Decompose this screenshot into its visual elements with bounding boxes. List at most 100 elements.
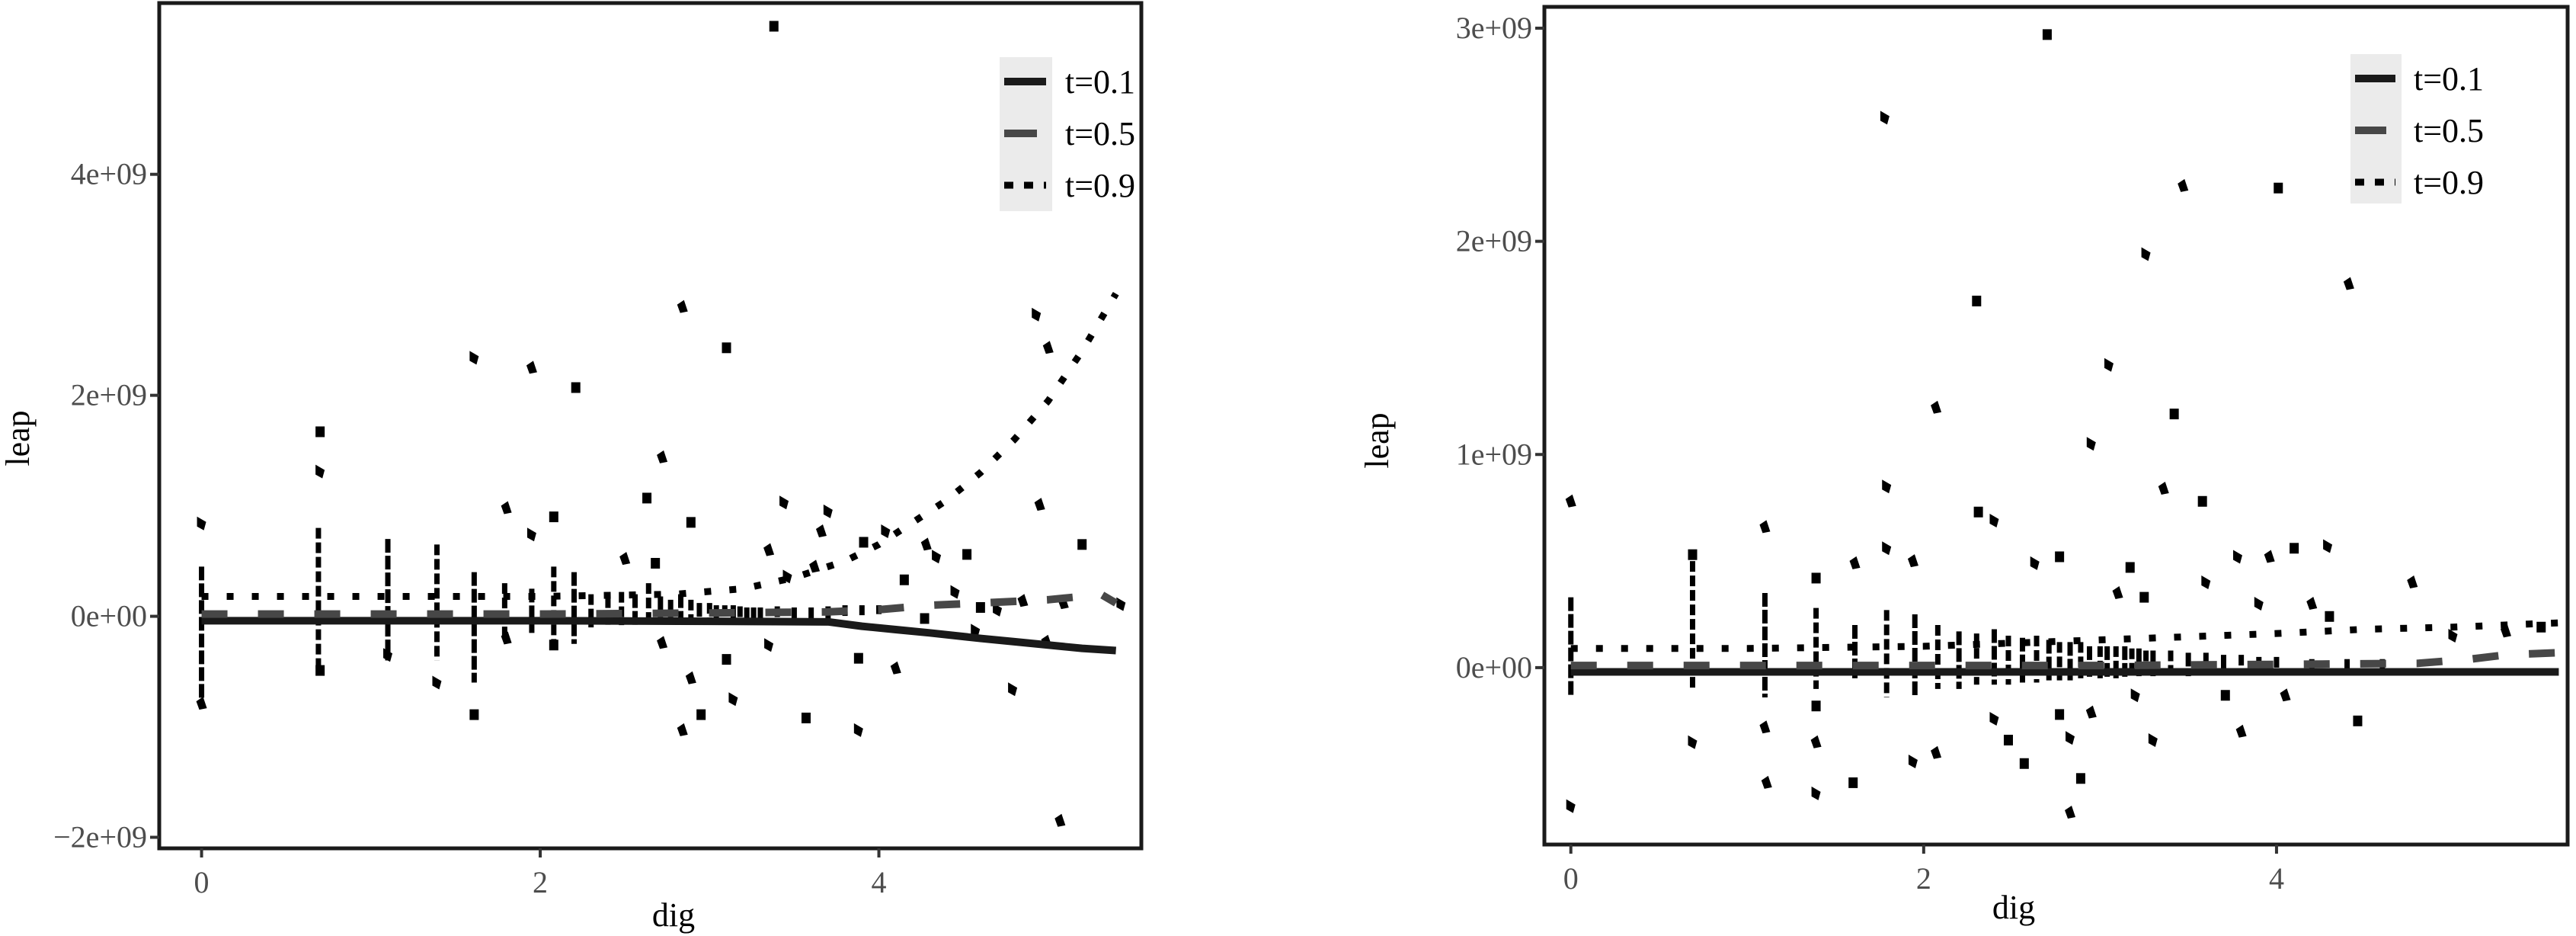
data-point bbox=[722, 342, 731, 354]
data-point bbox=[619, 552, 631, 566]
data-point bbox=[2343, 277, 2354, 290]
data-point bbox=[1566, 799, 1576, 813]
data-point bbox=[2254, 597, 2264, 611]
data-point bbox=[1565, 494, 1576, 508]
data-point bbox=[642, 492, 652, 504]
legend-label: t=0.9 bbox=[2414, 164, 2484, 201]
data-point bbox=[2169, 409, 2179, 420]
data-point bbox=[196, 697, 207, 710]
data-point bbox=[2232, 550, 2242, 564]
x-tick-label: 0 bbox=[1563, 861, 1579, 896]
data-point bbox=[2112, 586, 2123, 600]
data-point bbox=[2353, 715, 2363, 726]
data-point bbox=[1688, 549, 1698, 560]
data-point bbox=[677, 723, 688, 736]
data-point bbox=[2178, 178, 2189, 192]
y-tick-label: 3e+09 bbox=[1456, 11, 1532, 45]
data-point bbox=[2158, 481, 2169, 495]
data-point bbox=[1849, 556, 1861, 569]
data-point bbox=[2066, 731, 2075, 745]
data-point bbox=[890, 661, 901, 675]
data-point bbox=[779, 495, 789, 510]
data-point bbox=[526, 361, 537, 374]
data-point bbox=[197, 516, 206, 531]
data-point bbox=[1811, 700, 1821, 712]
data-point bbox=[2065, 806, 2076, 819]
data-point bbox=[1811, 572, 1821, 584]
data-point bbox=[2306, 597, 2318, 611]
data-point bbox=[920, 613, 930, 624]
y-tick-label: 2e+09 bbox=[71, 378, 147, 412]
data-point bbox=[2042, 29, 2052, 40]
data-point bbox=[549, 511, 558, 523]
data-point bbox=[383, 648, 393, 662]
y-tick-label: 2e+09 bbox=[1456, 224, 1532, 258]
data-point bbox=[657, 636, 668, 649]
y-tick-label: −2e+09 bbox=[53, 820, 147, 854]
y-tick-label: 1e+09 bbox=[1456, 437, 1532, 471]
observation-points bbox=[196, 21, 1126, 827]
quantile-line-t09 bbox=[201, 291, 1119, 600]
legend: t=0.1 t=0.5 t=0.9 bbox=[2350, 54, 2484, 204]
data-point bbox=[2323, 539, 2333, 553]
data-point bbox=[1034, 498, 1045, 511]
y-tick-label: 0e+00 bbox=[71, 599, 147, 633]
data-point bbox=[2290, 543, 2299, 554]
quantile-line-t09 bbox=[1570, 619, 2559, 652]
data-point bbox=[315, 426, 325, 438]
data-point bbox=[2141, 247, 2151, 261]
data-point bbox=[2407, 575, 2418, 589]
data-point bbox=[1759, 520, 1771, 534]
data-point bbox=[1880, 111, 1890, 125]
data-point bbox=[2148, 732, 2158, 747]
data-point bbox=[1688, 735, 1698, 749]
data-point bbox=[1882, 479, 1892, 494]
x-tick-label: 0 bbox=[194, 865, 210, 899]
data-point bbox=[2085, 705, 2097, 719]
data-point bbox=[1908, 754, 1918, 768]
data-point bbox=[2055, 551, 2065, 563]
data-point bbox=[501, 501, 512, 514]
legend-label: t=0.1 bbox=[2414, 60, 2484, 98]
panel-border bbox=[157, 1, 1144, 851]
data-point bbox=[2235, 724, 2247, 738]
data-point bbox=[1848, 777, 1858, 788]
data-point bbox=[2448, 628, 2458, 643]
quantile-line-t05 bbox=[1570, 649, 2559, 670]
data-point bbox=[950, 585, 960, 599]
data-point bbox=[823, 504, 833, 518]
data-point bbox=[853, 723, 863, 737]
data-point bbox=[2139, 591, 2149, 603]
x-tick-label: 4 bbox=[2269, 861, 2284, 896]
data-point bbox=[469, 351, 479, 365]
data-point bbox=[1761, 775, 1772, 789]
data-point bbox=[2075, 773, 2085, 784]
data-point bbox=[501, 631, 512, 645]
data-point bbox=[859, 537, 869, 548]
data-point bbox=[315, 665, 325, 676]
data-point bbox=[1077, 539, 1087, 550]
panel-1: 0 2 4−2e+090e+002e+094e+09digleapt=0.1t=0.… bbox=[0, 1, 1144, 934]
data-point bbox=[657, 450, 668, 463]
y-tick-label: 4e+09 bbox=[71, 157, 147, 191]
data-point bbox=[1931, 745, 1942, 759]
data-point bbox=[2104, 357, 2114, 372]
data-point bbox=[1017, 594, 1029, 607]
data-point bbox=[677, 300, 688, 313]
data-point bbox=[2019, 758, 2029, 769]
data-point bbox=[975, 601, 985, 613]
data-point bbox=[571, 382, 581, 393]
data-point bbox=[899, 574, 909, 585]
data-point bbox=[764, 638, 774, 652]
legend-label: t=0.5 bbox=[2414, 112, 2484, 149]
data-point bbox=[1032, 307, 1042, 322]
data-point bbox=[432, 675, 442, 690]
data-point bbox=[2201, 575, 2211, 590]
data-point bbox=[549, 639, 558, 651]
data-point bbox=[1989, 513, 1999, 527]
data-point bbox=[1931, 400, 1942, 414]
data-point bbox=[469, 709, 479, 720]
data-point bbox=[685, 671, 696, 684]
data-point bbox=[1008, 682, 1018, 697]
data-point bbox=[2220, 690, 2230, 701]
